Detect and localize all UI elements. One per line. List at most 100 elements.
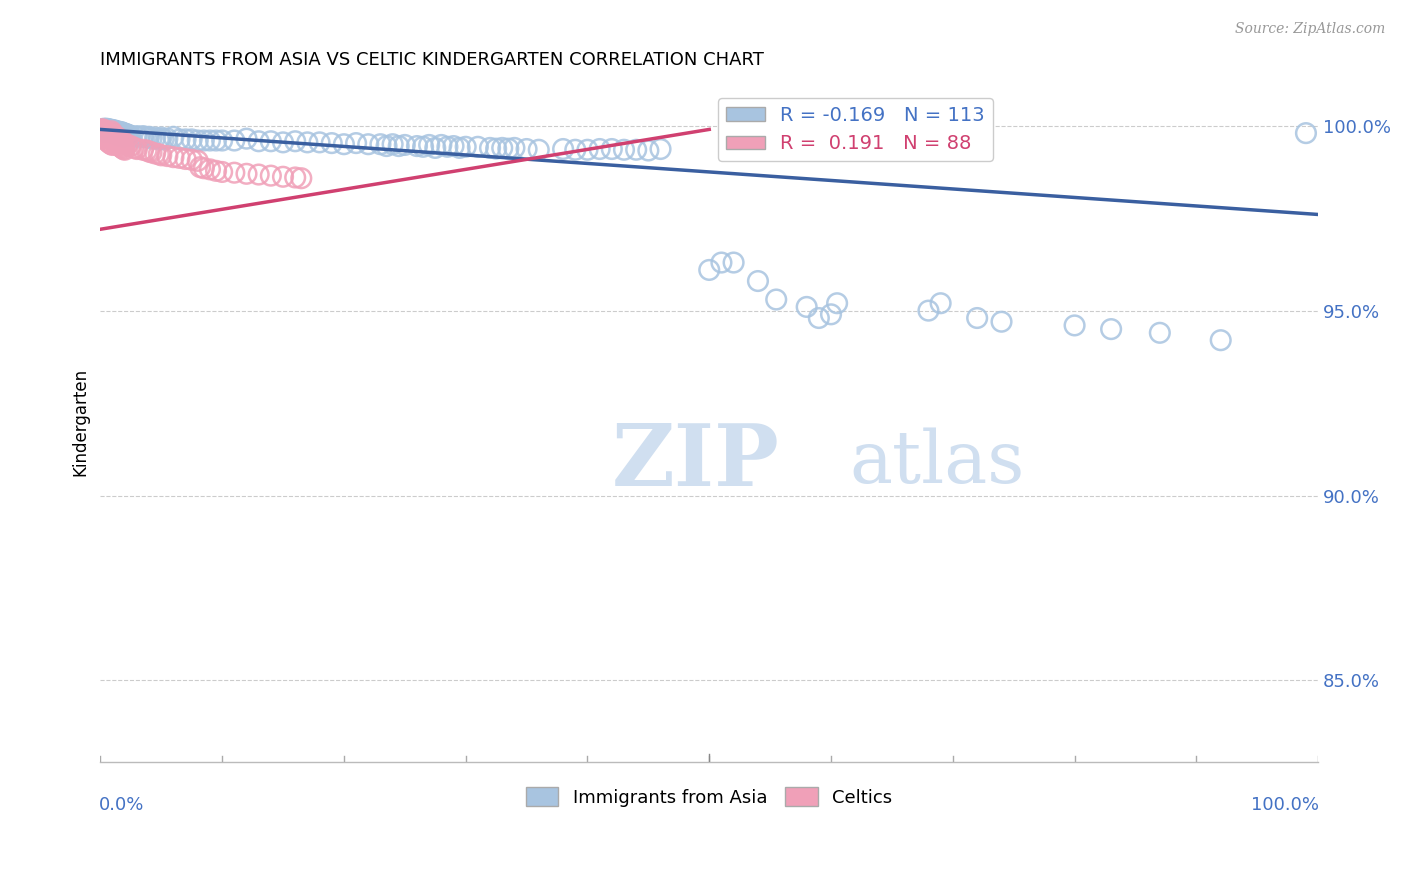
- Text: ZIP: ZIP: [612, 420, 779, 504]
- Point: [418, 138, 440, 153]
- Point: [198, 134, 221, 148]
- Point: [188, 160, 211, 174]
- Point: [148, 132, 170, 146]
- Point: [235, 131, 257, 145]
- Point: [112, 129, 135, 144]
- Point: [308, 136, 330, 150]
- Point: [97, 126, 120, 140]
- Point: [98, 125, 121, 139]
- Point: [115, 127, 138, 141]
- Point: [143, 130, 166, 145]
- Point: [105, 124, 128, 138]
- Text: atlas: atlas: [849, 427, 1025, 498]
- Point: [110, 140, 132, 154]
- Point: [224, 166, 246, 180]
- Point: [120, 129, 142, 144]
- Point: [112, 142, 135, 156]
- Point: [381, 137, 404, 152]
- Point: [169, 132, 191, 146]
- Text: 0.0%: 0.0%: [100, 796, 145, 814]
- Point: [125, 142, 148, 156]
- Point: [697, 263, 720, 277]
- Point: [247, 168, 270, 182]
- Point: [180, 153, 202, 167]
- Point: [98, 122, 121, 136]
- Point: [169, 151, 191, 165]
- Point: [193, 161, 215, 176]
- Point: [97, 122, 120, 136]
- Point: [100, 123, 122, 137]
- Point: [357, 137, 380, 152]
- Point: [101, 138, 124, 153]
- Point: [479, 141, 502, 155]
- Point: [124, 141, 146, 155]
- Point: [105, 137, 128, 152]
- Point: [917, 303, 939, 318]
- Point: [96, 125, 118, 139]
- Point: [388, 139, 411, 153]
- Point: [112, 126, 135, 140]
- Point: [93, 121, 115, 136]
- Point: [97, 136, 120, 150]
- Point: [825, 296, 848, 310]
- Point: [103, 126, 125, 140]
- Point: [91, 122, 114, 136]
- Point: [100, 128, 122, 143]
- Text: IMMIGRANTS FROM ASIA VS CELTIC KINDERGARTEN CORRELATION CHART: IMMIGRANTS FROM ASIA VS CELTIC KINDERGAR…: [100, 51, 765, 69]
- Point: [235, 167, 257, 181]
- Point: [110, 125, 132, 139]
- Point: [100, 137, 122, 152]
- Point: [115, 138, 138, 153]
- Point: [111, 141, 134, 155]
- Point: [114, 143, 136, 157]
- Point: [723, 255, 745, 269]
- Point: [503, 141, 526, 155]
- Point: [297, 136, 319, 150]
- Point: [112, 136, 135, 150]
- Point: [132, 129, 155, 144]
- Point: [436, 140, 458, 154]
- Point: [118, 128, 141, 143]
- Point: [576, 143, 599, 157]
- Point: [108, 128, 131, 142]
- Point: [103, 135, 125, 149]
- Point: [180, 132, 202, 146]
- Point: [370, 137, 392, 152]
- Point: [344, 136, 367, 150]
- Point: [97, 130, 120, 145]
- Point: [491, 141, 513, 155]
- Point: [101, 126, 124, 140]
- Point: [406, 139, 429, 153]
- Point: [107, 138, 129, 153]
- Point: [114, 127, 136, 141]
- Point: [100, 125, 122, 139]
- Point: [104, 129, 127, 144]
- Point: [110, 134, 132, 148]
- Text: Source: ZipAtlas.com: Source: ZipAtlas.com: [1234, 22, 1385, 37]
- Point: [425, 141, 447, 155]
- Point: [211, 134, 233, 148]
- Point: [97, 124, 120, 138]
- Point: [90, 122, 112, 136]
- Point: [105, 127, 128, 141]
- Point: [807, 311, 830, 326]
- Point: [103, 128, 125, 142]
- Point: [96, 124, 118, 138]
- Point: [600, 142, 623, 156]
- Point: [271, 136, 294, 150]
- Point: [796, 300, 818, 314]
- Point: [187, 134, 209, 148]
- Point: [93, 123, 115, 137]
- Point: [141, 145, 163, 160]
- Point: [198, 162, 221, 177]
- Point: [103, 123, 125, 137]
- Point: [193, 134, 215, 148]
- Point: [105, 130, 128, 145]
- Point: [321, 136, 343, 150]
- Point: [150, 130, 173, 145]
- Point: [110, 128, 132, 143]
- Point: [710, 255, 733, 269]
- Point: [104, 124, 127, 138]
- Point: [108, 139, 131, 153]
- Point: [94, 124, 117, 138]
